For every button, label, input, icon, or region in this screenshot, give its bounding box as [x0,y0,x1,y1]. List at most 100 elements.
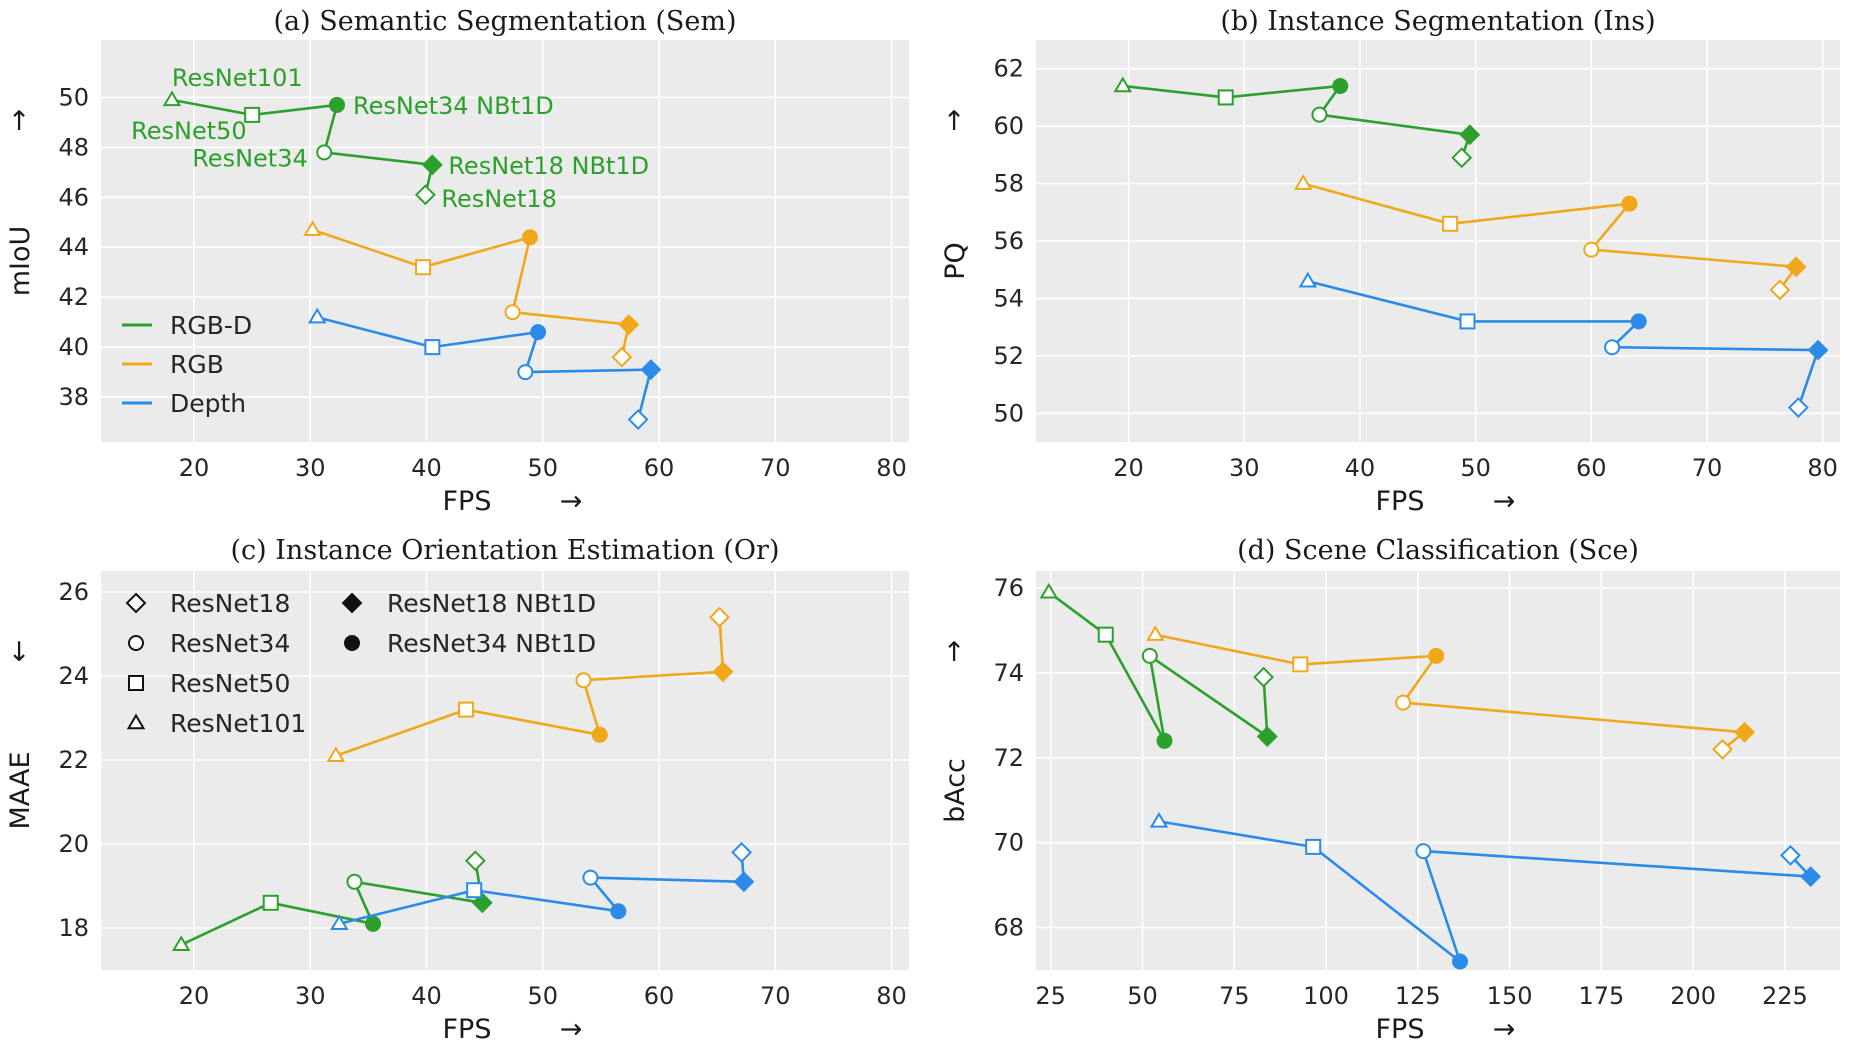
data-point-depth-resnet18-nbt1d [1800,866,1822,888]
x-tick-label: 70 [1692,454,1723,482]
data-point-rgb-d-resnet34 [1311,106,1328,123]
y-tick-label: 50 [58,83,89,111]
chart-panel-1: 20 30 40 50 60 70 80 50 52 54 56 58 60 62 (b) Instance… [940,6,1840,517]
y-tick-label: 74 [993,659,1024,687]
legend-label: ResNet101 [170,709,306,738]
y-tick-label: 46 [58,183,89,211]
legend-marker-resnet34-nbt1d [344,635,360,651]
data-point-rgb-d-resnet34-nbt1d [1332,77,1349,94]
x-axis-arrow: → [560,486,583,517]
y-tick-label: 52 [993,342,1024,370]
x-axis-arrow: → [1493,1014,1516,1045]
y-tick-label: 42 [58,283,89,311]
data-point-rgb-d-resnet18 [414,184,436,206]
data-point-depth-resnet34 [517,364,534,381]
data-point-rgb-resnet34 [575,672,592,689]
x-tick-label: 60 [644,982,675,1010]
y-tick-label: 18 [58,914,89,942]
x-axis-label: FPS [1376,486,1425,517]
x-tick-label: 200 [1670,982,1716,1010]
data-point-depth-resnet34-nbt1d [530,324,547,341]
data-point-depth-resnet18 [1787,397,1809,418]
data-point-rgb-d-resnet50 [244,106,261,123]
data-point-rgb-resnet18-nbt1d [1785,256,1807,278]
x-tick-label: 50 [1460,454,1491,482]
data-point-rgb-resnet34 [504,304,521,321]
data-point-rgb-resnet18-nbt1d [1734,721,1755,743]
x-tick-label: 30 [1229,454,1260,482]
x-tick-label: 20 [1113,454,1144,482]
data-point-depth-resnet18-nbt1d [1807,339,1829,361]
data-point-depth-resnet101 [330,914,349,931]
legend-marker-resnet18-nbt1d [341,592,363,614]
chart-panel-2: 20 30 40 50 60 70 80 18 20 22 24 26 (c) Instance Ori… [5,535,909,1045]
x-tick-label: 80 [876,982,907,1010]
data-point-rgb-d-resnet18 [1253,666,1275,688]
x-tick-label: 225 [1762,982,1808,1010]
series-line-depth [316,315,653,420]
y-tick-label: 60 [993,112,1024,140]
data-point-rgb-resnet50 [1442,215,1459,232]
legend-label: ResNet50 [170,669,290,698]
data-point-rgb-d-resnet50 [1097,626,1114,643]
y-tick-label: 68 [993,914,1024,942]
x-tick-label: 40 [411,982,442,1010]
data-point-depth-resnet101 [1149,811,1169,828]
data-point-rgb-d-resnet18 [464,850,486,872]
data-point-rgb-resnet18 [709,606,730,628]
y-tick-label: 48 [58,133,89,161]
data-point-rgb-d-resnet34 [1141,647,1158,664]
plot-area [101,40,909,442]
data-point-depth-resnet18 [627,409,649,430]
data-point-rgb-resnet18-nbt1d [618,314,640,336]
x-tick-label: 150 [1487,982,1533,1010]
legend-label: ResNet18 NBt1D [387,589,596,618]
x-tick-label: 125 [1395,982,1441,1010]
data-point-rgb-d-resnet18 [1451,147,1473,169]
x-tick-label: 80 [1807,454,1838,482]
y-tick-label: 50 [993,399,1024,427]
plot-area [101,571,909,970]
data-point-rgb-resnet34 [1395,694,1412,711]
chart-panel-0: 20 30 40 50 60 70 80 38 40 42 44 46 48 50 (a) Semantic… [5,6,909,517]
chart-title: (c) Instance Orientation Estimation (Or) [231,535,780,566]
x-axis-label: FPS [1376,1014,1425,1045]
data-point-rgb-d-resnet101 [1039,582,1059,599]
legend-marker-resnet18 [125,592,147,614]
data-point-rgb-d-resnet101 [1113,76,1133,93]
data-point-rgb-resnet50 [1292,656,1309,673]
data-point-depth-resnet101 [1298,271,1318,288]
y-tick-label: 58 [993,170,1024,198]
legend-label: ResNet34 NBt1D [387,629,596,658]
data-point-depth-resnet18-nbt1d [733,871,755,893]
legend-label: RGB [170,350,224,379]
data-point-rgb-d-resnet34-nbt1d [1156,732,1173,749]
x-tick-label: 25 [1035,982,1066,1010]
x-tick-label: 20 [179,454,210,482]
y-tick-label: 76 [993,574,1024,602]
x-tick-label: 60 [1576,454,1607,482]
data-point-rgb-d-resnet34-nbt1d [365,915,382,932]
chart-title: (a) Semantic Segmentation (Sem) [273,6,736,37]
y-tick-label: 40 [58,333,89,361]
data-point-rgb-d-resnet18-nbt1d [1256,726,1278,747]
point-annotation: ResNet18 NBt1D [448,152,649,180]
x-tick-label: 60 [644,454,675,482]
x-tick-label: 50 [1127,982,1158,1010]
y-tick-label: 24 [58,662,89,690]
point-annotation: ResNet101 [172,64,303,92]
y-axis-arrow: ↑ [943,106,966,137]
data-point-rgb-d-resnet50 [1217,89,1234,106]
x-tick-label: 80 [876,454,907,482]
data-point-rgb-resnet34-nbt1d [1428,647,1445,664]
data-point-depth-resnet18-nbt1d [640,359,662,381]
x-tick-label: 175 [1578,982,1624,1010]
series-line-rgb-d [1048,591,1269,743]
y-tick-label: 26 [58,578,89,606]
data-point-depth-resnet34-nbt1d [1452,953,1469,970]
data-point-rgb-resnet101 [1293,174,1313,190]
data-point-rgb-resnet18-nbt1d [712,661,734,683]
x-axis-arrow: → [560,1014,583,1045]
data-point-rgb-resnet34-nbt1d [521,229,538,246]
legend-label: RGB-D [170,311,252,340]
